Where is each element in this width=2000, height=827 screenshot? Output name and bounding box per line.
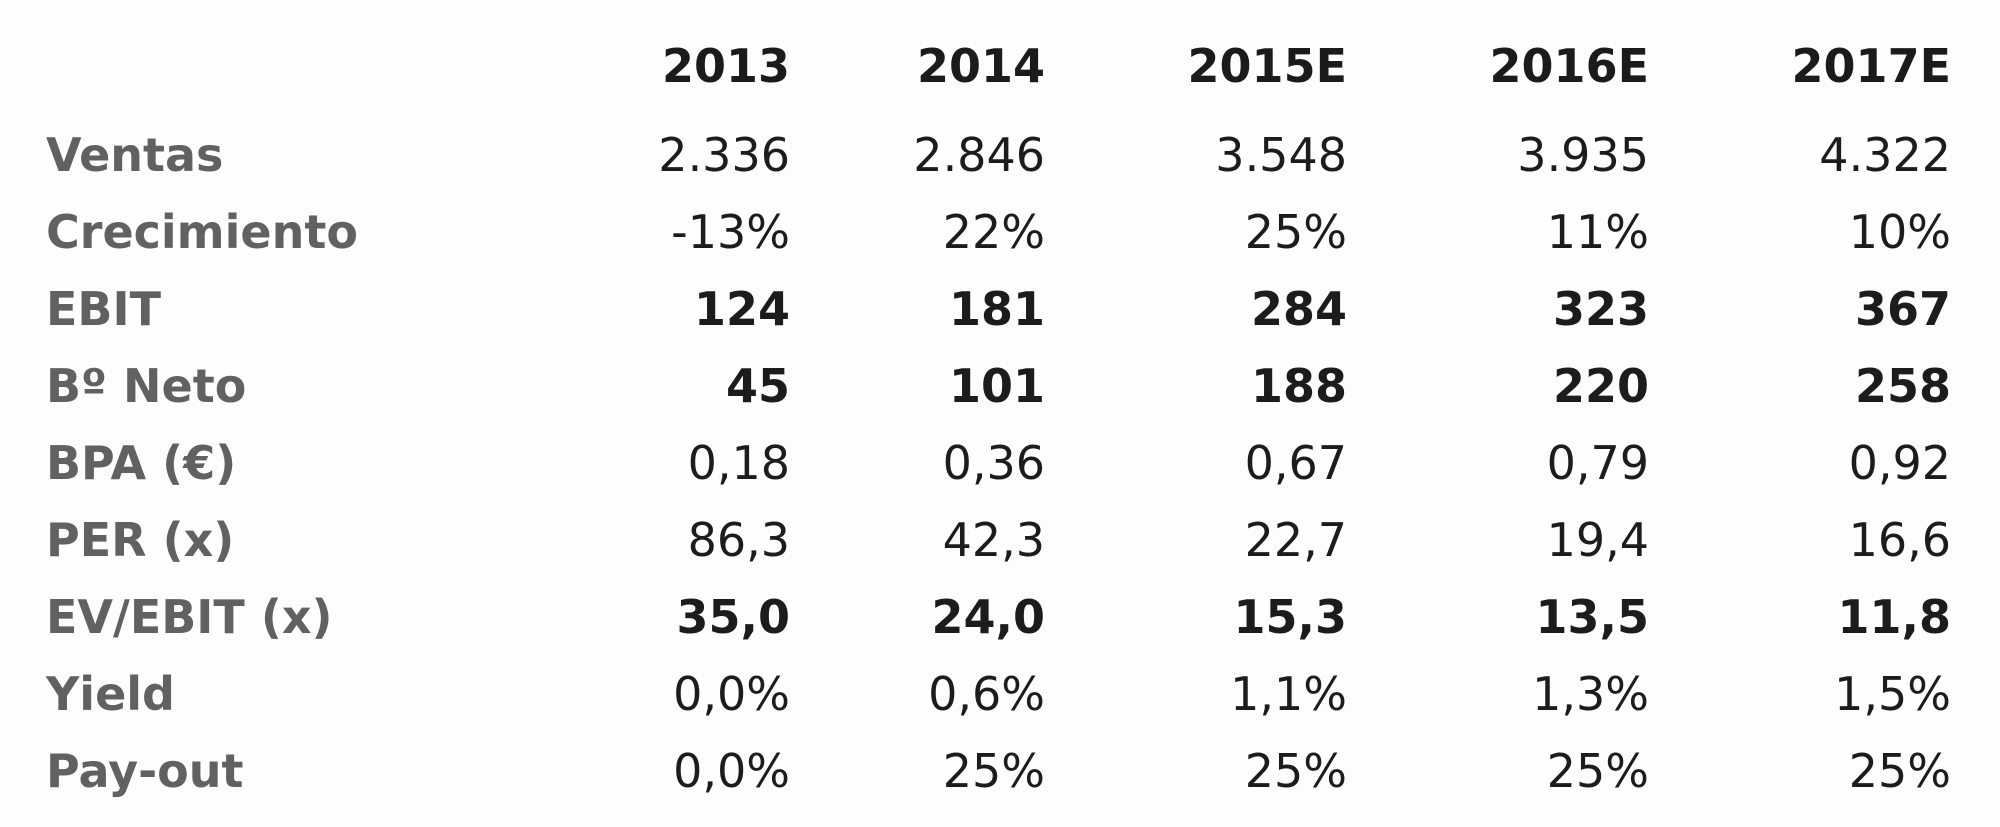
cell-value: 22,7: [1244, 513, 1347, 567]
column-header-2017e: 2017E: [1791, 39, 1951, 93]
column-header-2015e: 2015E: [1187, 39, 1347, 93]
row-beneficio-neto: Bº Neto 45 101 188 220 258: [0, 351, 2000, 421]
cell-value: 181: [948, 282, 1045, 336]
cell-value: 25%: [942, 744, 1045, 798]
cell-value: 0,36: [942, 436, 1045, 490]
row-label: PER (x): [46, 513, 235, 567]
row-label: EBIT: [46, 282, 161, 336]
cell-value: 2.336: [658, 128, 790, 182]
cell-value: 19,4: [1546, 513, 1649, 567]
row-ev-ebit: EV/EBIT (x) 35,0 24,0 15,3 13,5 11,8: [0, 582, 2000, 652]
cell-value: 323: [1552, 282, 1649, 336]
cell-value: -13%: [671, 205, 790, 259]
cell-value: 0,0%: [673, 744, 790, 798]
cell-value: 1,5%: [1834, 667, 1951, 721]
cell-value: 0,67: [1244, 436, 1347, 490]
cell-value: 25%: [1244, 205, 1347, 259]
cell-value: 4.322: [1819, 128, 1951, 182]
cell-value: 24,0: [931, 590, 1046, 644]
row-label: BPA (€): [46, 436, 237, 490]
cell-value: 86,3: [687, 513, 790, 567]
cell-value: 124: [693, 282, 790, 336]
cell-value: 35,0: [676, 590, 791, 644]
row-ventas: Ventas 2.336 2.846 3.548 3.935 4.322: [0, 120, 2000, 190]
cell-value: 25%: [1244, 744, 1347, 798]
cell-value: 13,5: [1535, 590, 1650, 644]
row-label: Pay-out: [46, 744, 244, 798]
cell-value: 1,3%: [1532, 667, 1649, 721]
row-label: Crecimiento: [46, 205, 358, 259]
cell-value: 188: [1250, 359, 1347, 413]
cell-value: 284: [1250, 282, 1347, 336]
cell-value: 42,3: [942, 513, 1045, 567]
cell-value: 367: [1854, 282, 1951, 336]
cell-value: 3.935: [1517, 128, 1649, 182]
column-header-2014: 2014: [916, 39, 1045, 93]
cell-value: 0,6%: [928, 667, 1045, 721]
cell-value: 101: [948, 359, 1045, 413]
row-pay-out: Pay-out 0,0% 25% 25% 25% 25%: [0, 736, 2000, 806]
header-row: 2013 2014 2015E 2016E 2017E: [0, 31, 2000, 101]
row-ebit: EBIT 124 181 284 323 367: [0, 274, 2000, 344]
row-yield: Yield 0,0% 0,6% 1,1% 1,3% 1,5%: [0, 659, 2000, 729]
cell-value: 11%: [1546, 205, 1649, 259]
cell-value: 3.548: [1215, 128, 1347, 182]
cell-value: 0,79: [1546, 436, 1649, 490]
cell-value: 1,1%: [1230, 667, 1347, 721]
row-label: EV/EBIT (x): [46, 590, 333, 644]
cell-value: 25%: [1546, 744, 1649, 798]
cell-value: 11,8: [1837, 590, 1952, 644]
row-crecimiento: Crecimiento -13% 22% 25% 11% 10%: [0, 197, 2000, 267]
row-label: Yield: [46, 667, 175, 721]
cell-value: 220: [1552, 359, 1649, 413]
cell-value: 0,92: [1848, 436, 1951, 490]
cell-value: 25%: [1848, 744, 1951, 798]
cell-value: 22%: [942, 205, 1045, 259]
row-label: Bº Neto: [46, 359, 247, 413]
cell-value: 0,0%: [673, 667, 790, 721]
column-header-2013: 2013: [661, 39, 790, 93]
cell-value: 10%: [1848, 205, 1951, 259]
row-per: PER (x) 86,3 42,3 22,7 19,4 16,6: [0, 505, 2000, 575]
cell-value: 2.846: [913, 128, 1045, 182]
cell-value: 45: [725, 359, 790, 413]
row-bpa: BPA (€) 0,18 0,36 0,67 0,79 0,92: [0, 428, 2000, 498]
cell-value: 0,18: [687, 436, 790, 490]
column-header-2016e: 2016E: [1489, 39, 1649, 93]
cell-value: 15,3: [1233, 590, 1348, 644]
cell-value: 16,6: [1848, 513, 1951, 567]
row-label: Ventas: [46, 128, 224, 182]
cell-value: 258: [1854, 359, 1951, 413]
